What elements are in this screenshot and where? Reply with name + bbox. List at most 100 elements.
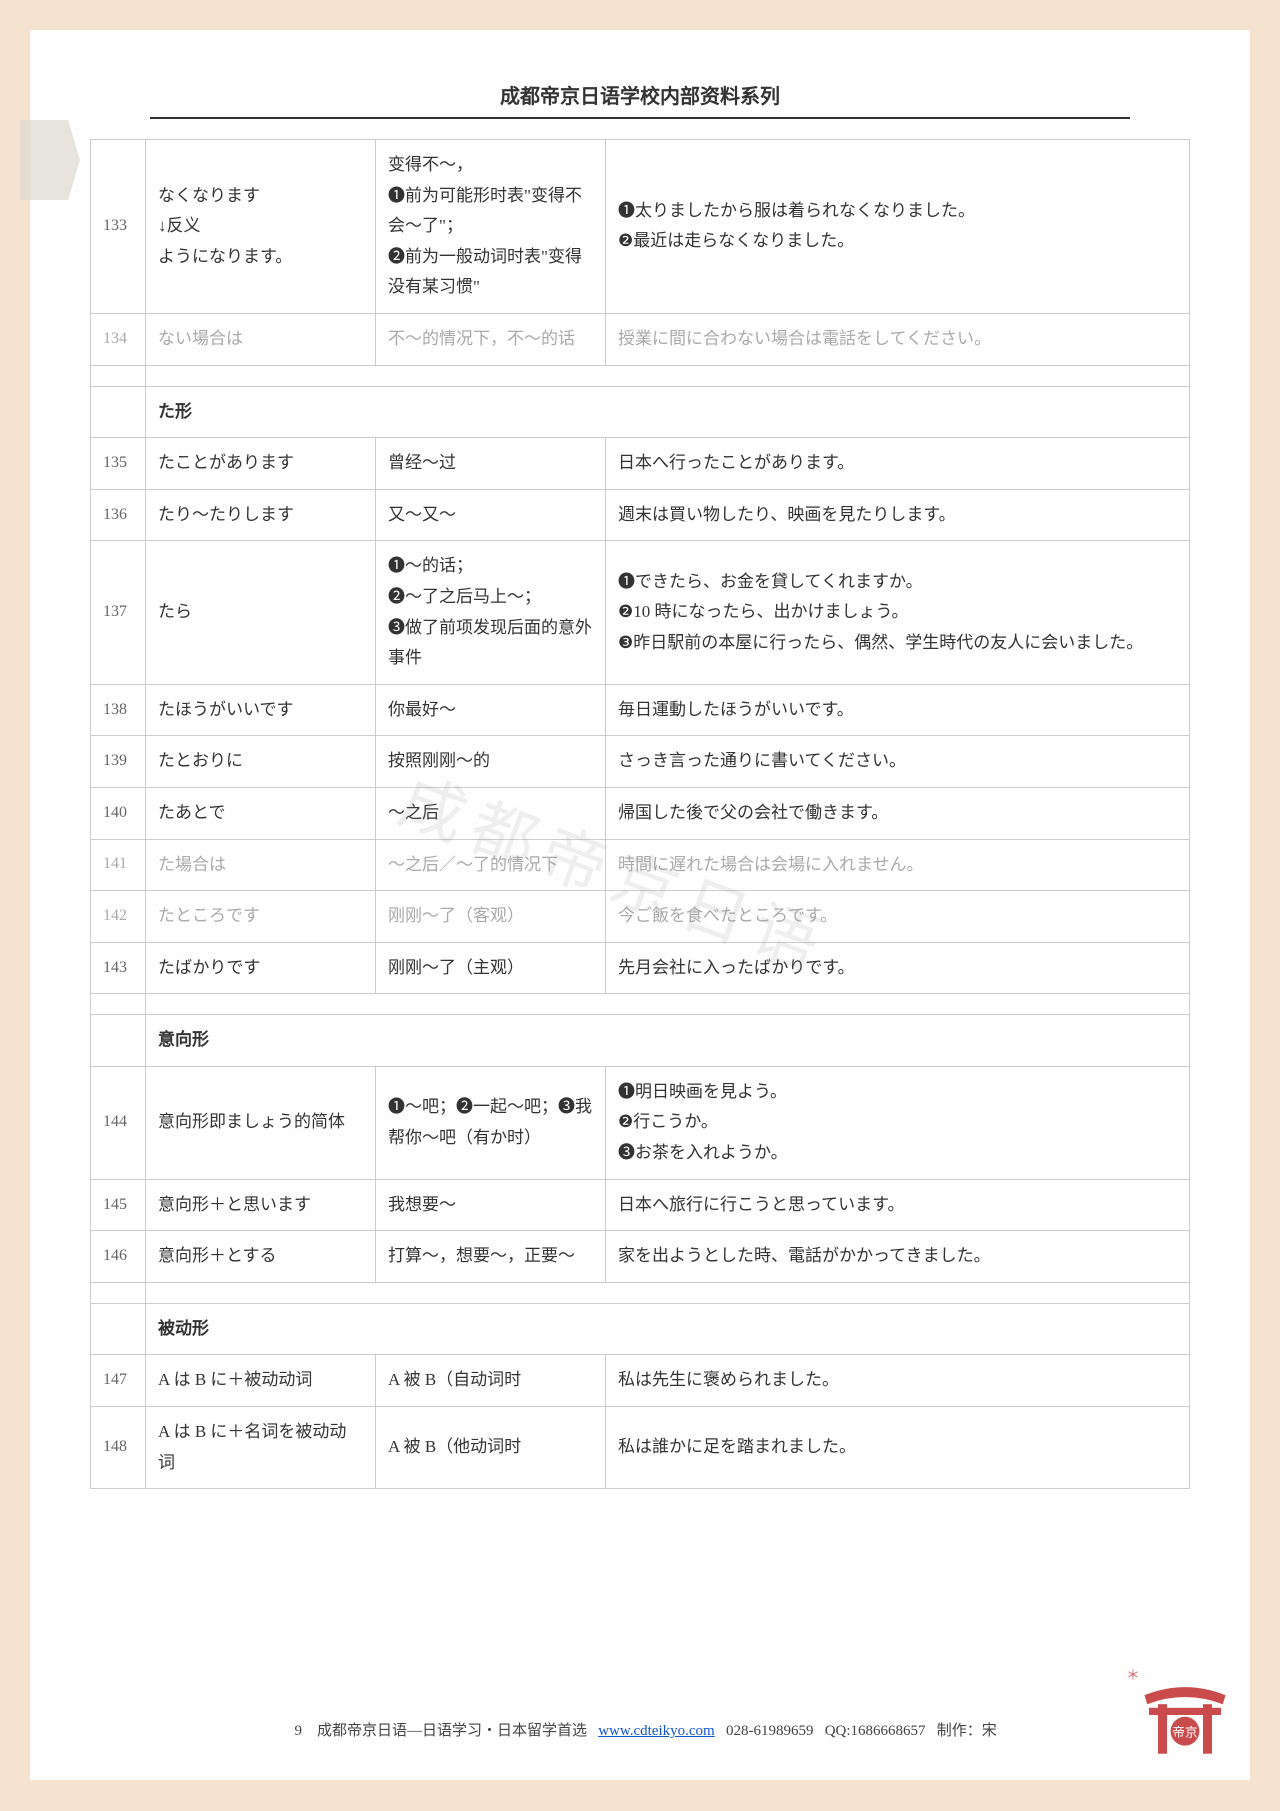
meaning: 变得不～，❶前为可能形时表"变得不会～了"；❷前为一般动词时表"变得没有某习惯" [376,140,606,314]
meaning: 你最好～ [376,684,606,736]
table-row: 134ない場合は不～的情况下，不～的话授業に間に合わない場合は電話をしてください… [91,313,1190,365]
grammar-pattern: なくなります↓反义ようになります。 [146,140,376,314]
grammar-table: 133なくなります↓反义ようになります。变得不～，❶前为可能形时表"变得不会～了… [90,139,1190,1489]
example: 日本へ旅行に行こうと思っています。 [606,1179,1190,1231]
grammar-pattern: 意向形＋とする [146,1231,376,1283]
example: 授業に間に合わない場合は電話をしてください。 [606,313,1190,365]
spacer-cell [146,1282,1190,1303]
table-row: 148A は B に＋名词を被动动词A 被 B（他动词时私は誰かに足を踏まれまし… [91,1407,1190,1489]
example: 先月会社に入ったばかりです。 [606,942,1190,994]
table-row: 143たばかりです刚刚～了（主观）先月会社に入ったばかりです。 [91,942,1190,994]
row-number: 138 [91,684,146,736]
meaning: 不～的情况下，不～的话 [376,313,606,365]
grammar-pattern: たほうがいいです [146,684,376,736]
example: さっき言った通りに書いてください。 [606,736,1190,788]
footer-phone: 028-61989659 [726,1723,814,1739]
table-row: 139たとおりに按照刚刚～的さっき言った通りに書いてください。 [91,736,1190,788]
row-number: 143 [91,942,146,994]
section-header: 意向形 [146,1015,1190,1067]
meaning: 刚刚～了（客观） [376,891,606,943]
table-row: 138たほうがいいです你最好～毎日運動したほうがいいです。 [91,684,1190,736]
meaning: 刚刚～了（主观） [376,942,606,994]
spacer-cell [91,365,146,386]
row-number: 133 [91,140,146,314]
table-row: 147A は B に＋被动动词A 被 B（自动词时私は先生に褒められました。 [91,1355,1190,1407]
spacer-cell [146,994,1190,1015]
grammar-pattern: A は B に＋被动动词 [146,1355,376,1407]
grammar-pattern: たことがあります [146,438,376,490]
example: 週末は買い物したり、映画を見たりします。 [606,489,1190,541]
grammar-pattern: たところです [146,891,376,943]
meaning: ～之后／～了的情况下 [376,839,606,891]
example: 今ご飯を食べたところです。 [606,891,1190,943]
side-tab-marker [20,120,80,200]
row-number: 148 [91,1407,146,1489]
section-header: 被动形 [146,1303,1190,1355]
row-number: 142 [91,891,146,943]
row-number: 137 [91,541,146,684]
grammar-pattern: たあとで [146,787,376,839]
section-num-blank [91,1015,146,1067]
example: 時間に遅れた場合は会場に入れません。 [606,839,1190,891]
footer-author: 制作：宋 [937,1723,997,1739]
example: ❶明日映画を見よう。❷行こうか。❸お茶を入れようか。 [606,1066,1190,1179]
meaning: 我想要～ [376,1179,606,1231]
grammar-pattern: 意向形即ましょう的简体 [146,1066,376,1179]
example: 帰国した後で父の会社で働きます。 [606,787,1190,839]
example: ❶できたら、お金を貸してくれますか。❷10 時になったら、出かけましょう。❸昨日… [606,541,1190,684]
footer-org: 成都帝京日语—日语学习・日本留学首选 [317,1723,587,1739]
page-number: 9 [283,1723,313,1740]
table-row: 133なくなります↓反义ようになります。变得不～，❶前为可能形时表"变得不会～了… [91,140,1190,314]
example: 毎日運動したほうがいいです。 [606,684,1190,736]
grammar-pattern: たり～たりします [146,489,376,541]
spacer-cell [91,1282,146,1303]
row-number: 136 [91,489,146,541]
spacer-cell [91,994,146,1015]
table-row: 137たら❶～的话；❷～了之后马上～；❸做了前项发现后面的意外事件❶できたら、お… [91,541,1190,684]
meaning: A 被 B（自动词时 [376,1355,606,1407]
table-row: 146意向形＋とする打算～，想要～，正要～家を出ようとした時、電話がかかってきま… [91,1231,1190,1283]
torii-logo: 帝京 [1140,1670,1230,1760]
grammar-pattern: ない場合は [146,313,376,365]
example: ❶太りましたから服は着られなくなりました。❷最近は走らなくなりました。 [606,140,1190,314]
meaning: 又～又～ [376,489,606,541]
meaning: 打算～，想要～，正要～ [376,1231,606,1283]
grammar-pattern: 意向形＋と思います [146,1179,376,1231]
row-number: 141 [91,839,146,891]
section-header: た形 [146,386,1190,438]
table-row: 135たことがあります曾经～过日本へ行ったことがあります。 [91,438,1190,490]
footer-qq: QQ:1686668657 [825,1723,926,1739]
grammar-pattern: た場合は [146,839,376,891]
meaning: A 被 B（他动词时 [376,1407,606,1489]
grammar-pattern: A は B に＋名词を被动动词 [146,1407,376,1489]
table-row: 136たり～たりします又～又～週末は買い物したり、映画を見たりします。 [91,489,1190,541]
footer-url[interactable]: www.cdteikyo.com [598,1723,715,1739]
row-number: 144 [91,1066,146,1179]
grammar-pattern: たら [146,541,376,684]
example: 日本へ行ったことがあります。 [606,438,1190,490]
row-number: 146 [91,1231,146,1283]
row-number: 145 [91,1179,146,1231]
grammar-pattern: たばかりです [146,942,376,994]
table-row: 144意向形即ましょう的简体❶～吧；❷一起～吧；❸我帮你～吧（有か时）❶明日映画… [91,1066,1190,1179]
row-number: 139 [91,736,146,788]
sparkle-decoration: ＊ [1126,1665,1140,1685]
meaning: ❶～的话；❷～了之后马上～；❸做了前项发现后面的意外事件 [376,541,606,684]
page-title: 成都帝京日语学校内部资料系列 [150,80,1130,119]
meaning: ～之后 [376,787,606,839]
meaning: 曾经～过 [376,438,606,490]
row-number: 140 [91,787,146,839]
example: 私は先生に褒められました。 [606,1355,1190,1407]
example: 私は誰かに足を踏まれました。 [606,1407,1190,1489]
table-row: 141た場合は～之后／～了的情况下時間に遅れた場合は会場に入れません。 [91,839,1190,891]
row-number: 134 [91,313,146,365]
meaning: 按照刚刚～的 [376,736,606,788]
meaning: ❶～吧；❷一起～吧；❸我帮你～吧（有か时） [376,1066,606,1179]
table-row: 140たあとで～之后帰国した後で父の会社で働きます。 [91,787,1190,839]
table-row: 142たところです刚刚～了（客观）今ご飯を食べたところです。 [91,891,1190,943]
grammar-pattern: たとおりに [146,736,376,788]
section-num-blank [91,386,146,438]
footer: 9 成都帝京日语—日语学习・日本留学首选 www.cdteikyo.com 02… [30,1719,1250,1740]
table-row: 145意向形＋と思います我想要～日本へ旅行に行こうと思っています。 [91,1179,1190,1231]
spacer-cell [146,365,1190,386]
